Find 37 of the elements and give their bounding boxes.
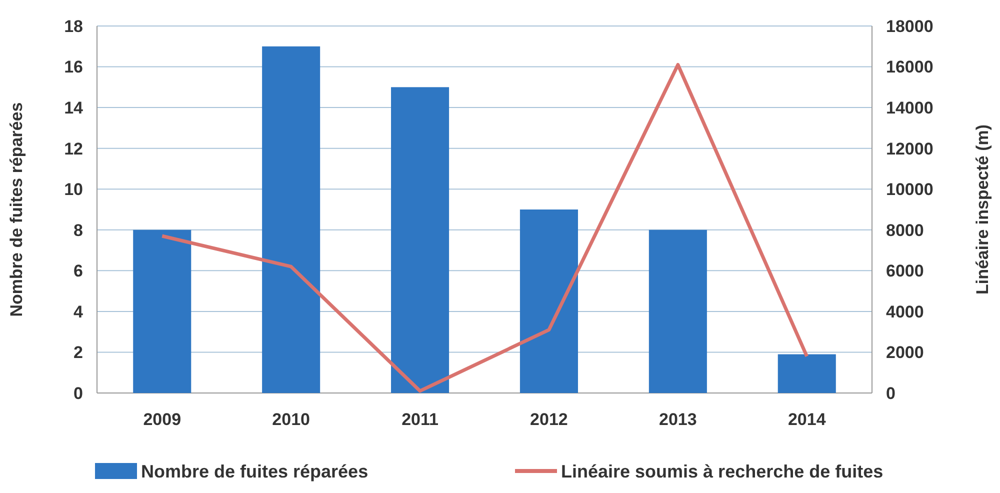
x-tick-label: 2012: [530, 410, 568, 429]
y-tick-label: 2: [74, 343, 83, 362]
x-tick-label: 2014: [788, 410, 826, 429]
y-tick-label: 12: [64, 139, 83, 158]
y-tick-label: 16: [64, 58, 83, 77]
y2-tick-label: 6000: [886, 262, 924, 281]
y-tick-label: 4: [74, 302, 84, 322]
x-tick-label: 2013: [659, 410, 697, 429]
y-tick-label: 18: [64, 16, 83, 36]
y-tick-label: 8: [74, 220, 83, 240]
y2-tick-label: 4000: [886, 302, 924, 322]
legend-label: Linéaire soumis à recherche de fuites: [561, 461, 884, 482]
y2-tick-label: 12000: [886, 139, 934, 158]
y-tick-label: 14: [64, 98, 84, 118]
bar: [520, 210, 578, 393]
x-tick-label: 2011: [402, 410, 438, 429]
y2-tick-label: 18000: [886, 16, 934, 36]
y-tick-label: 6: [74, 262, 83, 281]
x-tick-label: 2009: [143, 410, 182, 429]
legend-label: Nombre de fuites réparées: [141, 461, 368, 482]
bar: [262, 46, 320, 393]
y-tick-label: 0: [74, 384, 83, 403]
y2-tick-label: 16000: [886, 58, 934, 77]
y2-tick-label: 0: [886, 384, 896, 403]
y-tick-label: 10: [64, 180, 83, 200]
bar: [391, 87, 450, 393]
y2-axis-title: Linéaire inspecté (m): [973, 124, 992, 295]
line-series: [160, 62, 809, 393]
y2-tick-label: 10000: [886, 180, 934, 200]
bar: [133, 230, 192, 393]
y2-tick-label: 8000: [886, 220, 924, 240]
bar: [778, 354, 836, 393]
y2-tick-label: 14000: [886, 98, 934, 118]
bar: [648, 230, 707, 393]
y-axis-title: Nombre de fuites réparées: [7, 102, 26, 317]
y2-tick-label: 2000: [886, 343, 924, 362]
x-tick-label: 2010: [272, 410, 310, 429]
